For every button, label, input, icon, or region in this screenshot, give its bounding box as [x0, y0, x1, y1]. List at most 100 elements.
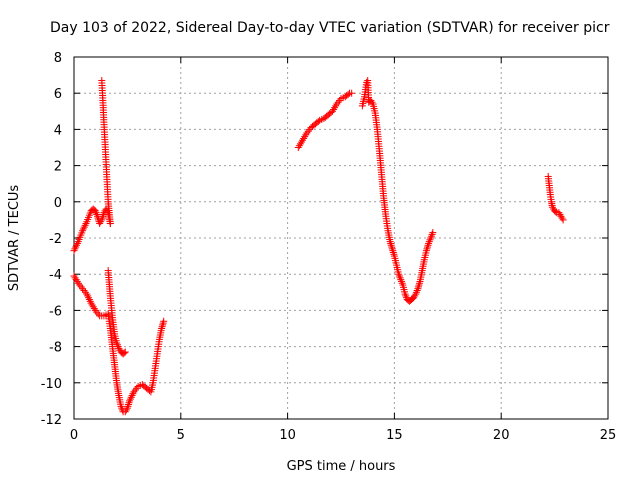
data-point — [330, 105, 338, 113]
data-point — [555, 209, 563, 217]
data-point — [410, 294, 418, 302]
y-tick-label: 0 — [54, 196, 62, 211]
data-point — [415, 279, 423, 287]
data-point — [411, 292, 419, 300]
data-point — [124, 401, 132, 409]
data-point — [71, 274, 79, 282]
data-point — [89, 303, 97, 311]
data-point — [158, 323, 166, 331]
y-tick-label: -4 — [49, 268, 62, 283]
data-point — [429, 229, 437, 237]
data-point — [99, 212, 107, 220]
x-tick-label: 10 — [279, 428, 296, 443]
data-point — [414, 285, 422, 293]
data-point — [303, 129, 311, 137]
data-point — [93, 308, 101, 316]
data-point — [390, 250, 398, 258]
data-point — [425, 239, 433, 247]
chart-title: Day 103 of 2022, Sidereal Day-to-day VTE… — [50, 20, 610, 36]
data-point — [334, 98, 342, 106]
data-point — [557, 212, 565, 220]
y-tick-label: -6 — [49, 304, 62, 319]
data-point — [397, 276, 405, 284]
data-point — [336, 96, 344, 104]
x-tick-label: 20 — [493, 428, 510, 443]
data-point — [300, 134, 308, 142]
data-point — [97, 218, 105, 226]
data-point — [87, 299, 95, 307]
data-point — [413, 286, 421, 294]
data-point — [398, 279, 406, 287]
data-point — [331, 104, 339, 112]
data-point — [158, 325, 166, 332]
data-point — [428, 230, 436, 238]
data-point — [70, 272, 78, 280]
data-point — [304, 127, 312, 135]
data-point — [297, 138, 305, 146]
data-point — [85, 296, 93, 304]
data-point — [401, 290, 409, 298]
data-point — [427, 232, 435, 240]
data-point — [93, 210, 101, 218]
data-point — [388, 245, 396, 253]
y-axis-label: SDTVAR / TECUs — [7, 185, 22, 292]
data-point — [127, 393, 135, 401]
data-point — [121, 408, 129, 416]
data-point — [72, 243, 80, 251]
x-axis-label: GPS time / hours — [287, 459, 396, 474]
data-point — [422, 247, 430, 255]
data-point — [294, 144, 302, 151]
data-point — [302, 131, 310, 139]
x-tick-label: 0 — [70, 428, 78, 443]
data-point — [558, 214, 566, 222]
data-point — [90, 305, 98, 313]
data-point — [74, 279, 82, 287]
data-point — [296, 140, 304, 148]
data-point — [427, 234, 435, 242]
data-point — [124, 402, 132, 410]
data-point — [387, 239, 395, 247]
data-point — [73, 239, 81, 247]
data-point — [71, 245, 79, 253]
x-tick-label: 25 — [600, 428, 617, 443]
data-point — [76, 281, 84, 289]
data-point — [160, 317, 168, 325]
data-point — [85, 294, 93, 302]
data-point — [423, 245, 431, 253]
data-point — [426, 236, 434, 244]
data-point — [299, 136, 307, 144]
data-point — [96, 220, 104, 228]
data-point — [122, 406, 130, 414]
data-point — [126, 397, 134, 405]
data-point — [415, 281, 423, 289]
data-point — [396, 274, 404, 282]
y-tick-label: -12 — [41, 413, 62, 428]
data-point — [425, 238, 433, 246]
data-point — [368, 98, 376, 106]
data-point — [133, 384, 141, 392]
data-point — [120, 349, 128, 357]
data-point — [77, 283, 85, 291]
data-point — [395, 270, 403, 278]
y-tick-label: 4 — [54, 123, 62, 138]
y-tick-label: -2 — [49, 232, 62, 247]
data-point — [395, 272, 403, 280]
data-point — [70, 247, 78, 255]
data-point — [121, 348, 129, 356]
data-point — [306, 125, 314, 133]
data-point — [402, 292, 410, 300]
data-point — [314, 118, 322, 126]
data-point — [128, 391, 136, 399]
data-points — [70, 77, 567, 416]
data-point — [129, 390, 137, 398]
data-point — [556, 210, 564, 218]
data-point — [82, 220, 90, 228]
data-point — [80, 223, 88, 231]
axis-ticks: 0 5 10 15 20 25 -12 -10 -8 -6 -4 -2 0 2 4 6 8 — [41, 51, 617, 443]
data-point — [412, 288, 420, 296]
data-point — [387, 241, 395, 249]
data-point — [367, 96, 375, 104]
grid — [74, 57, 608, 419]
data-point — [332, 102, 340, 110]
